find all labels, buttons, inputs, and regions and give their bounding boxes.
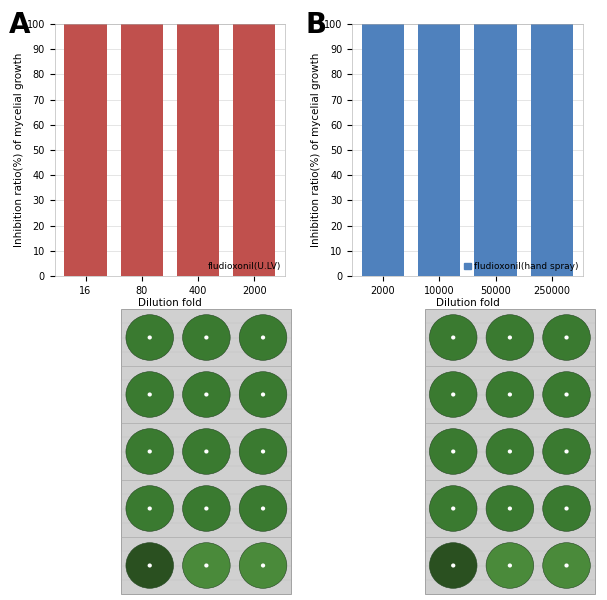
Ellipse shape	[429, 428, 477, 474]
Ellipse shape	[429, 314, 477, 360]
Y-axis label: Inhibition ratio(%) of mycelial growth: Inhibition ratio(%) of mycelial growth	[14, 53, 24, 247]
Ellipse shape	[239, 314, 287, 360]
Bar	[418, 24, 460, 276]
Text: B: B	[306, 11, 327, 40]
Ellipse shape	[507, 506, 512, 511]
Ellipse shape	[239, 486, 287, 532]
Ellipse shape	[565, 563, 569, 568]
Ellipse shape	[429, 371, 477, 418]
Ellipse shape	[565, 335, 569, 340]
Ellipse shape	[507, 449, 512, 454]
Ellipse shape	[183, 314, 230, 360]
Ellipse shape	[126, 486, 174, 532]
Bar	[121, 24, 163, 276]
Ellipse shape	[148, 335, 152, 340]
Ellipse shape	[543, 371, 591, 418]
Bar	[177, 24, 219, 276]
Ellipse shape	[261, 449, 265, 454]
Bar	[233, 24, 276, 276]
Ellipse shape	[261, 335, 265, 340]
Ellipse shape	[451, 392, 455, 397]
Ellipse shape	[261, 506, 265, 511]
Ellipse shape	[429, 486, 477, 532]
Ellipse shape	[148, 392, 152, 397]
Ellipse shape	[126, 542, 174, 588]
Ellipse shape	[565, 392, 569, 397]
Ellipse shape	[486, 371, 534, 418]
Ellipse shape	[507, 335, 512, 340]
Text: C: C	[9, 309, 30, 337]
Ellipse shape	[183, 486, 230, 532]
Ellipse shape	[486, 542, 534, 588]
Text: 250000: 250000	[346, 501, 410, 516]
Ellipse shape	[148, 563, 152, 568]
Bar	[362, 24, 404, 276]
Text: A: A	[8, 11, 30, 40]
Text: Control: Control	[352, 559, 410, 572]
Legend: fludioxonil(hand spray): fludioxonil(hand spray)	[464, 262, 578, 271]
Ellipse shape	[486, 428, 534, 474]
Bar	[475, 24, 517, 276]
Text: 2000: 2000	[367, 330, 410, 345]
Ellipse shape	[204, 506, 209, 511]
Text: 400: 400	[74, 444, 106, 459]
X-axis label: Dilution fold: Dilution fold	[435, 298, 500, 308]
Ellipse shape	[261, 563, 265, 568]
Ellipse shape	[451, 449, 455, 454]
Legend: fludioxonil(U.LV): fludioxonil(U.LV)	[197, 262, 281, 271]
Ellipse shape	[204, 563, 209, 568]
Ellipse shape	[183, 542, 230, 588]
Ellipse shape	[204, 449, 209, 454]
Ellipse shape	[543, 542, 591, 588]
Y-axis label: Inhibition ratio(%) of mycelial growth: Inhibition ratio(%) of mycelial growth	[311, 53, 321, 247]
Ellipse shape	[429, 542, 477, 588]
Ellipse shape	[148, 506, 152, 511]
X-axis label: Dilution fold: Dilution fold	[138, 298, 202, 308]
Ellipse shape	[486, 486, 534, 532]
Ellipse shape	[451, 506, 455, 511]
Ellipse shape	[239, 542, 287, 588]
Ellipse shape	[148, 449, 152, 454]
Ellipse shape	[543, 314, 591, 360]
Text: Control: Control	[49, 559, 106, 572]
Ellipse shape	[507, 392, 512, 397]
Bar	[121, 309, 291, 594]
Ellipse shape	[204, 392, 209, 397]
Ellipse shape	[451, 563, 455, 568]
Text: 10000: 10000	[357, 387, 410, 402]
Ellipse shape	[126, 314, 174, 360]
Text: 2000: 2000	[64, 501, 106, 516]
Text: 80: 80	[85, 387, 106, 402]
Ellipse shape	[565, 449, 569, 454]
Ellipse shape	[486, 314, 534, 360]
Ellipse shape	[507, 563, 512, 568]
Bar	[531, 24, 573, 276]
Text: 16: 16	[85, 330, 106, 345]
Bar	[64, 24, 107, 276]
Ellipse shape	[183, 371, 230, 418]
Ellipse shape	[543, 428, 591, 474]
Ellipse shape	[451, 335, 455, 340]
Ellipse shape	[183, 428, 230, 474]
Ellipse shape	[565, 506, 569, 511]
Text: D: D	[313, 309, 336, 337]
Ellipse shape	[204, 335, 209, 340]
Bar	[425, 309, 595, 594]
Ellipse shape	[239, 428, 287, 474]
Text: 50000: 50000	[356, 444, 410, 459]
Ellipse shape	[126, 428, 174, 474]
Ellipse shape	[543, 486, 591, 532]
Ellipse shape	[239, 371, 287, 418]
Ellipse shape	[261, 392, 265, 397]
Ellipse shape	[126, 371, 174, 418]
